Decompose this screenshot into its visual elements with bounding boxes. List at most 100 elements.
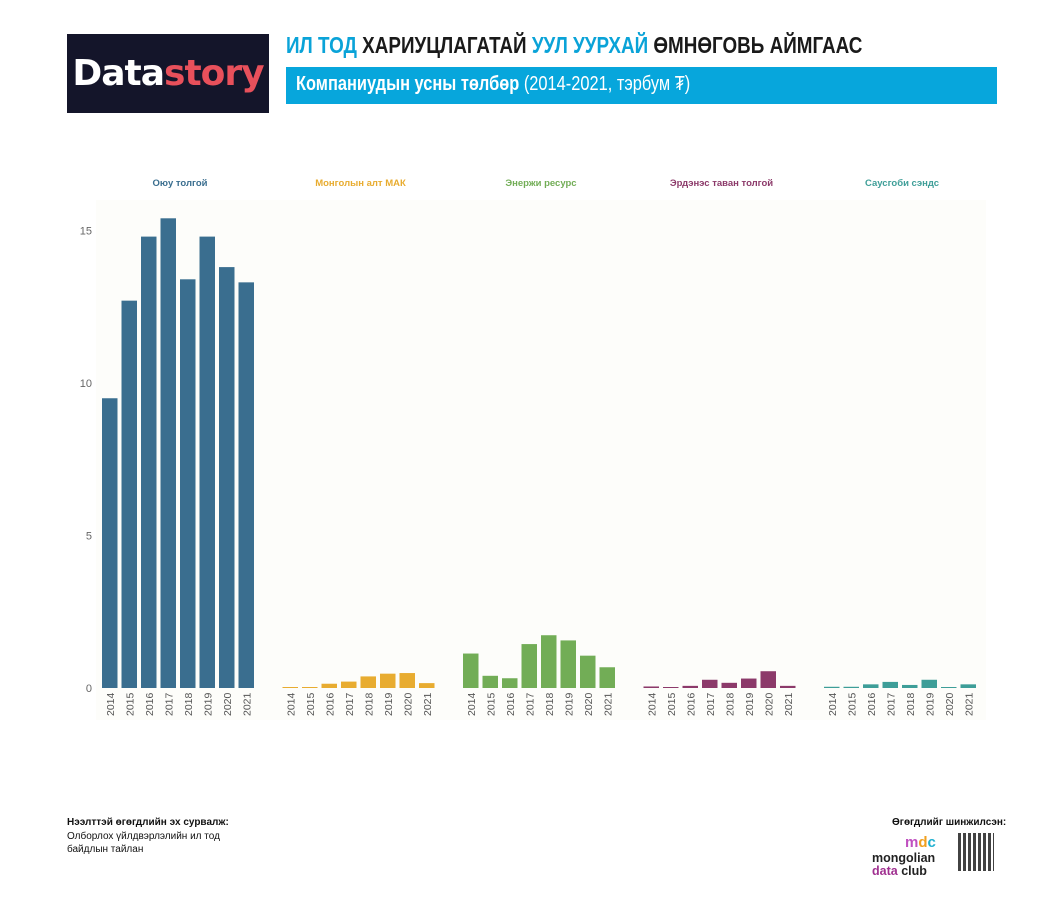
x-tick-label: 2014 (647, 692, 659, 716)
qr-code (958, 833, 994, 871)
bar (463, 653, 479, 688)
x-tick-label: 2021 (964, 692, 976, 716)
bar (341, 681, 357, 688)
x-tick-label: 2015 (125, 692, 137, 716)
x-tick-label: 2015 (847, 692, 859, 716)
bar (282, 687, 298, 688)
logo-text-b: story (164, 53, 265, 94)
subtitle-units: (2014-2021, тэрбум ₮) (523, 73, 691, 95)
title-part: ИЛ ТОД (286, 32, 357, 58)
bar (399, 673, 415, 688)
logo-text-a: Data (72, 53, 165, 94)
x-tick-label: 2014 (286, 692, 298, 716)
bar (180, 279, 196, 688)
x-tick-label: 2017 (886, 692, 898, 716)
x-tick-label: 2020 (764, 692, 776, 716)
x-tick-label: 2018 (905, 692, 917, 716)
x-tick-label: 2021 (783, 692, 795, 716)
x-tick-label: 2016 (144, 692, 156, 716)
x-tick-label: 2015 (305, 692, 317, 716)
x-tick-label: 2020 (222, 692, 234, 716)
x-tick-label: 2017 (344, 692, 356, 716)
x-tick-label: 2016 (866, 692, 878, 716)
title-part: УУЛ УУРХАЙ (531, 32, 649, 58)
bar (682, 685, 698, 688)
x-tick-label: 2018 (725, 692, 737, 716)
bar (599, 667, 615, 688)
bar (643, 686, 659, 688)
x-tick-label: 2019 (744, 692, 756, 716)
x-tick-label: 2021 (422, 692, 434, 716)
x-tick-label: 2019 (203, 692, 215, 716)
x-tick-label: 2019 (925, 692, 937, 716)
bar (419, 683, 435, 688)
bar (521, 644, 537, 688)
y-tick-label: 0 (86, 683, 92, 695)
bar (721, 682, 737, 688)
datastory-logo: Data story (67, 34, 269, 113)
source-text: байдлын тайлан (67, 844, 144, 855)
panel-title: Монголын алт МАК (315, 178, 406, 189)
x-tick-label: 2015 (666, 692, 678, 716)
x-tick-label: 2016 (686, 692, 698, 716)
x-tick-label: 2017 (525, 692, 537, 716)
bar (160, 218, 176, 689)
x-tick-label: 2014 (466, 692, 478, 716)
x-tick-label: 2019 (383, 692, 395, 716)
bar (302, 687, 318, 688)
x-tick-label: 2019 (564, 692, 576, 716)
x-tick-label: 2020 (403, 692, 415, 716)
y-tick-label: 5 (86, 531, 92, 543)
bar (863, 684, 879, 688)
mdc-text: data (872, 864, 898, 878)
bar (824, 686, 840, 688)
panel-title: Саусгоби сэндс (865, 178, 939, 189)
bar (219, 267, 235, 688)
source-text: Олборлох үйлдвэрлэлийн ил тод (67, 831, 220, 842)
x-tick-label: 2014 (105, 692, 117, 716)
mdc-text: club (901, 864, 927, 878)
x-tick-label: 2018 (544, 692, 556, 716)
x-tick-label: 2016 (325, 692, 337, 716)
x-tick-label: 2016 (505, 692, 517, 716)
bar (502, 678, 518, 688)
mdc-logo-icon: mdc (905, 834, 936, 851)
bar (843, 686, 859, 688)
x-tick-label: 2020 (944, 692, 956, 716)
bar (663, 687, 679, 688)
x-tick-label: 2017 (705, 692, 717, 716)
panel-title: Энержи ресурс (505, 178, 576, 189)
page-title: ИЛ ТОД ХАРИУЦЛАГАТАЙ УУЛ УУРХАЙ ӨМНӨГОВЬ… (286, 32, 862, 59)
x-tick-label: 2020 (583, 692, 595, 716)
bar (921, 679, 937, 688)
bar (321, 683, 337, 688)
x-tick-label: 2014 (827, 692, 839, 716)
bar (702, 679, 718, 688)
title-part: ӨМНӨГОВЬ АЙМГААС (653, 32, 863, 58)
mdc-text: mongolian (872, 851, 936, 865)
x-tick-label: 2021 (603, 692, 615, 716)
x-tick-label: 2021 (242, 692, 254, 716)
title-part: ХАРИУЦЛАГАТАЙ (362, 32, 527, 58)
bar (102, 398, 118, 688)
y-tick-label: 10 (80, 378, 92, 390)
bar (780, 685, 796, 688)
bar (141, 236, 157, 688)
panel-title: Эрдэнэс таван толгой (670, 178, 773, 189)
bar (902, 684, 918, 688)
bar (960, 684, 976, 688)
bar (199, 236, 215, 688)
bar (580, 655, 596, 688)
bar (760, 671, 776, 688)
x-tick-label: 2015 (486, 692, 498, 716)
subtitle: Компаниудын усны төлбөр (2014-2021, тэрб… (296, 73, 690, 96)
panel-title: Оюу толгой (152, 178, 207, 189)
bar (741, 678, 757, 688)
x-tick-label: 2018 (364, 692, 376, 716)
bar (121, 300, 137, 688)
x-tick-label: 2017 (164, 692, 176, 716)
bar (541, 635, 557, 688)
bar (941, 687, 957, 688)
bar (380, 673, 396, 688)
